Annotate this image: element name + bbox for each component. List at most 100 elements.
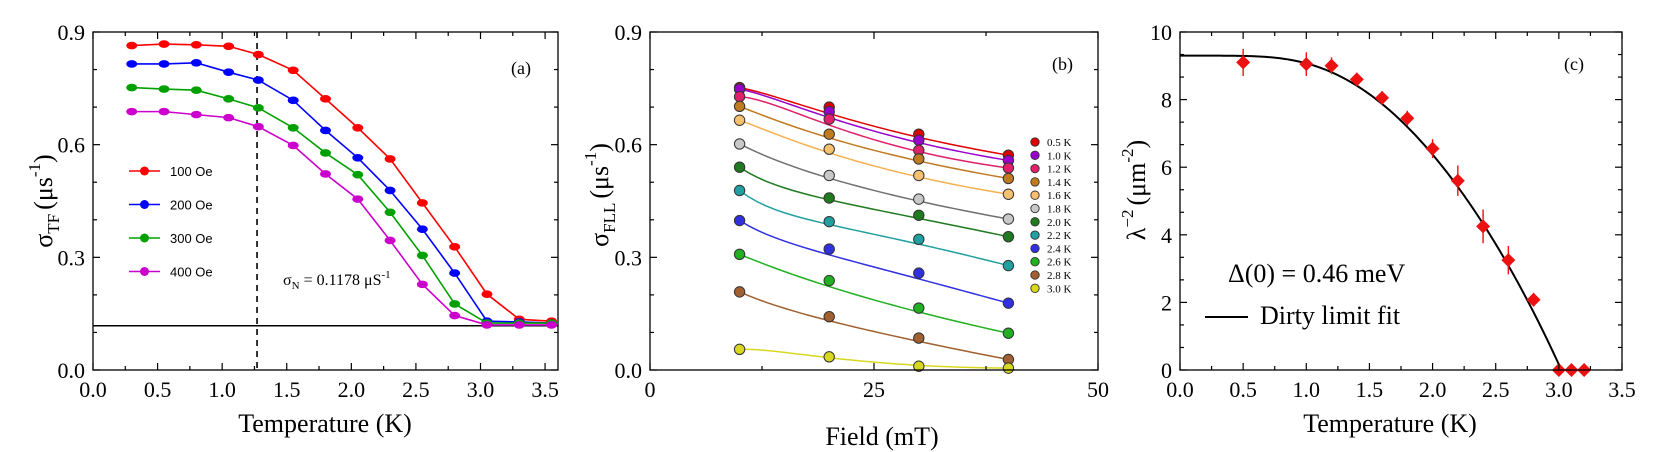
panel-b-point xyxy=(913,233,925,246)
panel-c-point xyxy=(1425,141,1440,156)
panel-b-fit-line-4 xyxy=(739,119,1009,195)
panel-c-label: (c) xyxy=(1564,54,1584,75)
panel-b-legend-marker-6 xyxy=(1030,217,1040,227)
panel-a-point xyxy=(287,96,299,105)
panel-c-point xyxy=(1324,58,1339,73)
panel-c-ylabel: λ−2 (μm-2) xyxy=(1118,140,1151,240)
panel-c-point xyxy=(1450,173,1465,188)
panel-b-legend-marker-2 xyxy=(1030,163,1040,174)
panel-a-point xyxy=(223,68,235,76)
panel-a-point xyxy=(416,280,428,289)
panel-c-xtick-label: 3.0 xyxy=(1545,377,1573,402)
panel-b-point xyxy=(1002,162,1015,174)
panel-b-point xyxy=(733,100,746,113)
panel-b-point xyxy=(1002,327,1015,339)
panel-b-ylabel-unit: (μs xyxy=(585,166,614,199)
panel-b-legend-marker-11 xyxy=(1030,283,1040,293)
panel-b-fit-line-5 xyxy=(739,143,1009,220)
panel-a-xtick-label: 2.5 xyxy=(402,377,430,402)
panel-b-point xyxy=(1002,188,1015,200)
panel-a-xtick-label: 0.0 xyxy=(79,377,107,402)
panel-a-point xyxy=(416,251,428,260)
panel-a-legend: 100 Oe 200 Oe 300 Oe 400 Oe xyxy=(129,164,213,280)
panel-a-annotation-sub: N xyxy=(292,280,300,292)
panel-c-ylabel-exp: −2 xyxy=(1118,209,1137,227)
panel-a-point xyxy=(352,170,364,179)
panel-b-point xyxy=(733,214,746,227)
panel-b-ytick-label: 0.3 xyxy=(615,245,643,270)
panel-b-point xyxy=(913,360,925,372)
panel-a-series-line-1 xyxy=(131,61,552,324)
panel-a-point xyxy=(481,290,493,298)
panel-a-point xyxy=(384,155,396,163)
panel-b-legend-label-2: 1.2 K xyxy=(1047,164,1072,176)
panel-a-point xyxy=(287,141,299,150)
panel-b-legend-label-3: 1.4 K xyxy=(1047,177,1072,189)
panel-a-point xyxy=(513,321,525,329)
panel-a-point xyxy=(287,66,299,75)
panel-a-point xyxy=(190,110,202,119)
panel-b-point xyxy=(913,332,925,344)
panel-c-ylabel-main: λ xyxy=(1122,227,1151,240)
panel-a-ylabel-exp: -1 xyxy=(25,163,44,177)
panel-c-point xyxy=(1299,57,1314,72)
panel-b-ytick-label: 0.9 xyxy=(615,20,643,45)
panel-a-ytick-label: 0.0 xyxy=(58,358,86,383)
panel-a-point xyxy=(252,76,264,84)
panel-a-point xyxy=(158,60,170,68)
panel-b-point xyxy=(913,267,925,279)
panel-c-xtick-label: 1.0 xyxy=(1293,377,1321,402)
panel-b-ylabel: σFLL (μs-1) xyxy=(581,143,619,247)
panel-a-point xyxy=(416,225,428,233)
panel-b-fit-line-8 xyxy=(739,219,1009,304)
panel-b-legend-marker-1 xyxy=(1030,150,1040,160)
panel-b-legend-label-1: 1.0 K xyxy=(1047,150,1072,162)
panel-b-point xyxy=(913,153,925,165)
panel-a-point xyxy=(481,321,493,329)
panel-b-legend-label-0: 0.5 K xyxy=(1047,137,1072,149)
panel-c-point xyxy=(1501,253,1516,268)
panel-a-marks xyxy=(93,32,558,370)
panel-a-ylabel-unit: (μs xyxy=(29,177,58,210)
panel-b-legend-marker-5 xyxy=(1030,203,1040,214)
panel-b-legend-label-8: 2.4 K xyxy=(1047,243,1072,255)
panel-b-point xyxy=(733,114,746,126)
panel-a-point xyxy=(449,300,461,308)
panel-b-legend-marker-8 xyxy=(1030,243,1040,254)
panel-c-xtick-label: 3.5 xyxy=(1608,377,1636,402)
panel-b-legend-label-5: 1.8 K xyxy=(1047,204,1072,216)
panel-a-point xyxy=(352,195,364,203)
panel-b-ylabel-exp: -1 xyxy=(581,152,600,166)
panel-c-ylabel-exp2: -2 xyxy=(1118,148,1137,162)
panel-b-legend-label-10: 2.8 K xyxy=(1047,270,1072,282)
svg-text:λ−2(μm-2): λ−2 (μm-2) xyxy=(1118,140,1151,240)
panel-b-frame xyxy=(649,31,1099,371)
panel-a-xtick-label: 2.0 xyxy=(338,377,366,402)
panel-a-point xyxy=(126,83,138,92)
panel-c-ytick-label: 2 xyxy=(1161,290,1172,315)
panel-a-legend-marker-1 xyxy=(140,200,149,209)
panel-a-ylabel: σTF (μs-1) xyxy=(25,154,63,247)
panel-b-legend-label-7: 2.2 K xyxy=(1047,230,1072,242)
panel-b-point xyxy=(823,128,835,140)
panel-b-xtick-label: 50 xyxy=(1087,377,1109,402)
panel-c-chart: 0.0 0.5 1.0 1.5 2.0 2.5 3.0 3.5 0 2 4 6 8 10 (c) Temp… xyxy=(1118,20,1636,438)
panel-a-point xyxy=(126,41,138,50)
panel-a-xtick-label: 1.0 xyxy=(208,377,236,402)
panel-a-point xyxy=(158,40,170,48)
panel-b-point xyxy=(1002,230,1015,243)
panel-c-point xyxy=(1349,72,1364,87)
panel-b-point xyxy=(1002,362,1015,374)
panel-b-legend-marker-9 xyxy=(1030,257,1040,267)
panel-b-fit-line-3 xyxy=(739,105,1009,180)
panel-b-point xyxy=(1002,259,1015,272)
panel-b-fit-line-9 xyxy=(739,253,1009,334)
panel-b-xtick-label: 25 xyxy=(863,377,885,402)
panel-a-ylabel-sub: TF xyxy=(44,214,63,234)
panel-b-ylabel-close: ) xyxy=(585,143,614,152)
panel-b-point xyxy=(733,90,746,103)
panel-a-xtick-label: 3.5 xyxy=(531,377,559,402)
panel-b-point xyxy=(913,169,925,182)
panel-b-point xyxy=(913,134,925,146)
